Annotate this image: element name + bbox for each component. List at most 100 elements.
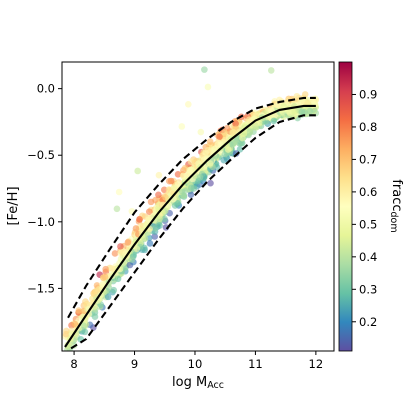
scatter-point (210, 145, 218, 153)
x-tick-label: 9 (131, 357, 138, 371)
scatter-point (166, 177, 173, 185)
colorbar-tick-label: 0.2 (359, 315, 377, 329)
scatter-point (71, 320, 79, 328)
scatter-point (260, 32, 267, 39)
scatter-point (147, 198, 155, 206)
colorbar-tick-label: 0.6 (359, 185, 377, 199)
scatter-point (145, 216, 152, 224)
x-tick-label: 8 (70, 357, 77, 371)
scatter-point (267, 67, 275, 74)
scatter-point (115, 188, 123, 196)
scatter-point (206, 138, 214, 145)
scatter-point (185, 100, 192, 108)
colorbar-tick-label: 0.7 (359, 152, 377, 166)
scatter-point (136, 216, 143, 223)
colorbar-tick-label: 0.3 (359, 282, 377, 296)
scatter-point (93, 287, 100, 295)
colorbar-tick-label: 0.4 (359, 250, 377, 264)
scatter-point (91, 313, 99, 321)
scatter-point (306, 107, 314, 115)
y-tick-label: −0.5 (27, 148, 55, 162)
scatter-point (105, 284, 113, 292)
scatter-point (108, 265, 116, 272)
scatter-point (117, 243, 124, 250)
y-tick-label: −1.0 (27, 215, 55, 229)
plot-frame (61, 61, 335, 352)
colorbar-tick-label: 0.8 (359, 120, 377, 134)
scatter-point (196, 174, 204, 181)
scatter-point (162, 194, 169, 201)
scatter-point (253, 17, 260, 24)
scatter-point (186, 168, 194, 176)
scatter-point (128, 256, 136, 263)
scatter-point (146, 240, 154, 247)
scatter-point (201, 66, 208, 73)
scatter-point (102, 265, 110, 273)
scatter-point (214, 141, 222, 148)
scatter-point (190, 185, 198, 192)
x-tick-label: 10 (188, 357, 203, 371)
scatter-point (221, 129, 228, 137)
colorbar (338, 61, 353, 352)
scatter-point (220, 156, 228, 164)
scatter-point (187, 191, 195, 198)
scatter-point (124, 239, 132, 246)
scatter-point (245, 116, 253, 123)
y-axis-ticks: 0.0 −0.5 −1.0 −1.5 (27, 82, 62, 295)
scatter-point (229, 129, 236, 136)
scatter-point (63, 352, 70, 359)
scatter-point (221, 151, 229, 158)
scatter-point (232, 120, 239, 127)
scatter-point (156, 222, 163, 229)
trend-lines (64, 96, 316, 350)
scatter-point (298, 108, 306, 116)
scatter-point (179, 172, 187, 180)
scatter-point (145, 208, 153, 215)
scatter-point (110, 286, 118, 294)
scatter-point (222, 136, 229, 144)
colorbar-ticks: 0.2 0.3 0.4 0.5 0.6 0.7 0.8 0.9 (352, 87, 377, 329)
scatter-point (63, 327, 70, 335)
scatter-point (204, 146, 212, 154)
x-axis-ticks: 8 9 10 11 12 (70, 351, 323, 371)
y-axis-label: [Fe/H] (6, 186, 21, 225)
scatter-point (236, 146, 244, 153)
x-axis-label: log MAcc (172, 375, 224, 391)
scatter-points (62, 17, 320, 359)
scatter-point (240, 130, 248, 138)
scatter-point (230, 139, 238, 147)
scatter-point (134, 167, 141, 175)
scatter-point (248, 54, 255, 61)
y-tick-label: 0.0 (37, 82, 55, 96)
scatter-point (80, 322, 87, 329)
scatter-point (197, 128, 205, 136)
scatter-point (113, 205, 121, 213)
scatter-point (161, 215, 168, 223)
scatter-point (206, 160, 214, 167)
scatter-point (246, 128, 254, 136)
scatter-point (111, 250, 119, 257)
scatter-point (156, 201, 164, 209)
scatter-point (181, 187, 189, 194)
x-tick-label: 11 (248, 357, 263, 371)
scatter-point (178, 123, 186, 130)
colorbar-label: fraccdom (388, 179, 404, 232)
scatter-point (236, 139, 244, 147)
scatter-point (170, 184, 178, 192)
scatter-point (270, 117, 278, 125)
x-tick-label: 12 (309, 357, 324, 371)
scatter-point (291, 108, 298, 115)
scatter-point (132, 225, 140, 232)
scatter-point (274, 101, 281, 109)
scatter-point (75, 307, 83, 314)
scatter-point (155, 191, 162, 199)
median-line (64, 104, 316, 348)
scatter-point (171, 202, 179, 209)
scatter-point (304, 99, 311, 107)
scatter-point (155, 171, 163, 179)
scatter-point (216, 133, 223, 140)
y-tick-label: −1.5 (27, 281, 55, 295)
scatter-point (133, 245, 141, 253)
colorbar-tick-label: 0.9 (359, 87, 377, 101)
